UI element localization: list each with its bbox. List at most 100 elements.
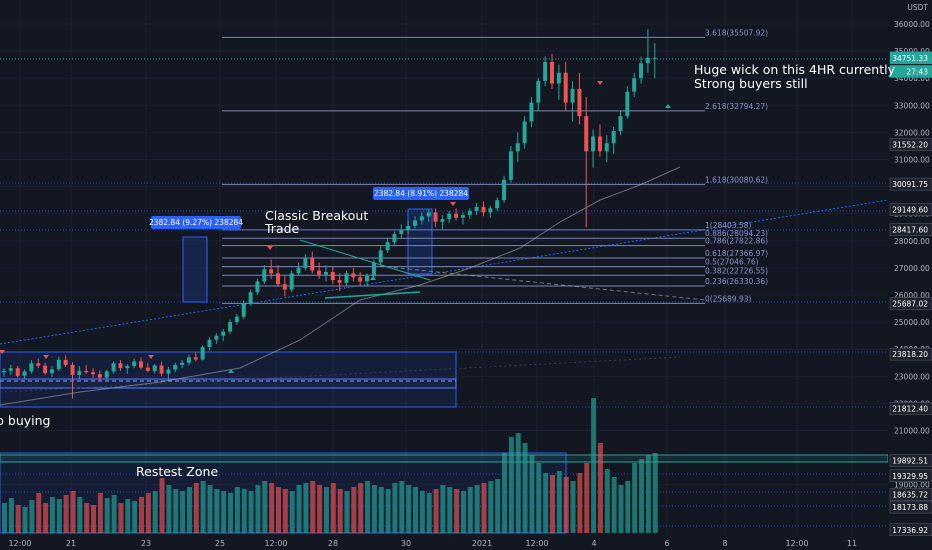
- candle-body[interactable]: [467, 210, 472, 216]
- candles[interactable]: [2, 29, 657, 399]
- fib-retracement[interactable]: 3.618(35507.92) 2.618(32794.27) 1.618(3008…: [222, 28, 768, 304]
- candle-body[interactable]: [543, 61, 548, 81]
- candle-body[interactable]: [282, 284, 287, 290]
- candle-body[interactable]: [63, 359, 68, 365]
- candle-body[interactable]: [152, 365, 157, 371]
- candle-body[interactable]: [132, 361, 137, 367]
- candle-body[interactable]: [186, 357, 191, 363]
- candle-body[interactable]: [481, 206, 486, 213]
- candle-body[interactable]: [495, 200, 500, 209]
- candle-body[interactable]: [323, 271, 328, 275]
- candle-body[interactable]: [358, 277, 363, 282]
- candle-body[interactable]: [330, 271, 335, 281]
- candle-body[interactable]: [625, 91, 630, 117]
- candle-body[interactable]: [303, 258, 308, 268]
- candle-body[interactable]: [317, 270, 322, 275]
- candle-body[interactable]: [36, 363, 41, 366]
- candle-body[interactable]: [371, 262, 376, 277]
- candle-body[interactable]: [70, 364, 75, 375]
- candle-body[interactable]: [433, 212, 438, 222]
- candle-body[interactable]: [584, 116, 589, 152]
- candle-body[interactable]: [111, 363, 116, 372]
- candle-body[interactable]: [145, 367, 150, 371]
- candle-body[interactable]: [365, 276, 370, 282]
- candle-body[interactable]: [22, 371, 27, 376]
- time-axis[interactable]: 12:00 21 23 25 12:00 28 30 2021 12:00 4 6 8 12:00 11: [8, 539, 857, 548]
- candle-body[interactable]: [392, 234, 397, 243]
- candle-body[interactable]: [2, 370, 6, 373]
- candle-body[interactable]: [84, 370, 89, 373]
- price-axis[interactable]: USDT36000.0035000.0034000.0033000.003200…: [888, 0, 932, 550]
- candle-body[interactable]: [618, 116, 623, 132]
- candle-body[interactable]: [49, 369, 54, 374]
- candle-body[interactable]: [597, 136, 602, 152]
- candle-body[interactable]: [91, 372, 96, 375]
- candle-body[interactable]: [488, 208, 493, 213]
- candle-body[interactable]: [378, 250, 383, 263]
- candle-body[interactable]: [556, 72, 561, 84]
- candle-body[interactable]: [399, 229, 404, 235]
- candle-body[interactable]: [460, 215, 465, 218]
- candle-body[interactable]: [29, 363, 34, 372]
- candle-body[interactable]: [221, 331, 226, 336]
- candle-body[interactable]: [611, 131, 616, 144]
- candle-body[interactable]: [632, 78, 637, 92]
- candle-body[interactable]: [474, 206, 479, 211]
- candle-body[interactable]: [15, 368, 20, 376]
- candle-body[interactable]: [639, 63, 644, 79]
- candle-body[interactable]: [173, 364, 178, 370]
- candle-body[interactable]: [570, 89, 575, 103]
- breakout-wedge-lower[interactable]: [324, 291, 421, 299]
- candle-body[interactable]: [228, 322, 233, 332]
- candle-body[interactable]: [56, 359, 61, 370]
- candle-body[interactable]: [248, 292, 253, 304]
- candle-body[interactable]: [419, 216, 424, 221]
- candle-body[interactable]: [550, 61, 554, 84]
- candle-body[interactable]: [214, 335, 219, 340]
- candle-body[interactable]: [563, 72, 568, 103]
- candle-body[interactable]: [139, 361, 143, 368]
- candle-body[interactable]: [591, 136, 596, 152]
- candle-body[interactable]: [77, 370, 82, 375]
- candle-body[interactable]: [200, 347, 205, 360]
- candle-body[interactable]: [406, 225, 411, 230]
- candle-body[interactable]: [645, 57, 650, 64]
- candle-body[interactable]: [207, 339, 212, 348]
- candle-body[interactable]: [43, 365, 48, 374]
- candle-body[interactable]: [515, 143, 520, 152]
- candle-body[interactable]: [8, 368, 13, 371]
- candle-body[interactable]: [652, 57, 657, 59]
- candle-body[interactable]: [447, 213, 452, 220]
- candle-body[interactable]: [310, 258, 315, 271]
- candle-body[interactable]: [351, 273, 356, 278]
- candle-body[interactable]: [413, 220, 417, 226]
- candle-body[interactable]: [502, 179, 507, 201]
- candle-body[interactable]: [255, 281, 260, 293]
- candle-body[interactable]: [536, 80, 541, 103]
- candle-body[interactable]: [276, 273, 280, 285]
- candle-body[interactable]: [180, 362, 185, 365]
- candle-body[interactable]: [426, 212, 431, 217]
- candle-body[interactable]: [577, 89, 582, 117]
- candle-body[interactable]: [529, 102, 534, 122]
- candle-body[interactable]: [337, 280, 342, 283]
- candle-body[interactable]: [269, 269, 274, 274]
- candle-body[interactable]: [508, 151, 513, 180]
- candle-body[interactable]: [241, 303, 246, 317]
- breakout-wedge-upper[interactable]: [299, 239, 431, 281]
- candle-body[interactable]: [104, 371, 109, 378]
- candle-body[interactable]: [385, 242, 390, 251]
- candle-body[interactable]: [262, 269, 267, 282]
- candle-body[interactable]: [440, 219, 445, 222]
- candle-body[interactable]: [289, 273, 294, 290]
- candle-body[interactable]: [604, 143, 609, 152]
- candle-body[interactable]: [118, 363, 123, 369]
- candle-body[interactable]: [234, 316, 239, 323]
- candle-body[interactable]: [522, 121, 527, 144]
- candle-body[interactable]: [344, 273, 349, 283]
- measure-box-1[interactable]: [182, 236, 208, 303]
- candle-body[interactable]: [159, 365, 164, 374]
- candle-body[interactable]: [296, 267, 301, 274]
